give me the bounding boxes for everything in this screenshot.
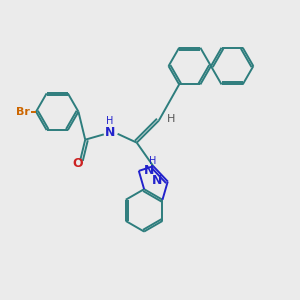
Text: N: N	[152, 174, 163, 188]
Text: H: H	[106, 116, 113, 126]
Text: O: O	[73, 157, 83, 170]
Text: H: H	[167, 114, 176, 124]
Text: N: N	[144, 164, 154, 177]
Text: Br: Br	[16, 107, 30, 117]
Text: N: N	[105, 126, 116, 139]
Text: H: H	[149, 157, 157, 166]
